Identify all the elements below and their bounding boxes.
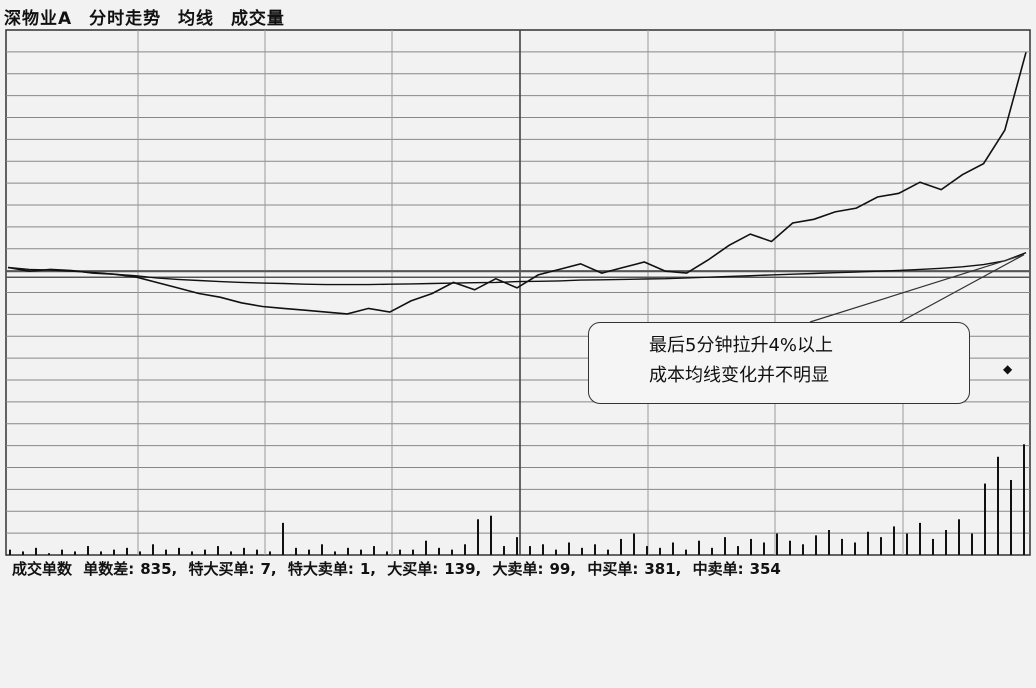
- annotation-line-2: 成本均线变化并不明显: [649, 365, 829, 386]
- stat-m-buy-value: 381,: [644, 560, 682, 578]
- stat-xl-sell-label: 特大卖单:: [287, 560, 354, 578]
- chart-grid: [5, 29, 1031, 556]
- volume-bars: [9, 444, 1025, 555]
- stat-l-sell-value: 99,: [549, 560, 577, 578]
- view-label: 分时走势: [89, 9, 162, 29]
- chart-title: 深物业A 分时走势 均线 成交量: [4, 4, 295, 29]
- stat-m-sell-label: 中卖单:: [692, 560, 744, 578]
- price-line: [7, 52, 1027, 315]
- annotation-line-1: 最后5分钟拉升4%以上: [649, 335, 834, 356]
- diamond-marker: ◆: [1003, 362, 1013, 376]
- stat-m-buy-label: 中买单:: [587, 560, 639, 578]
- stats-label: 成交单数: [12, 560, 73, 578]
- stat-l-buy-value: 139,: [444, 560, 482, 578]
- stat-m-sell-value: 354: [749, 560, 781, 578]
- order-stats-bar: 成交单数 单数差: 835, 特大买单: 7, 特大卖单: 1, 大买单: 139, 大…: [8, 558, 791, 579]
- stat-l-sell-label: 大卖单:: [492, 560, 544, 578]
- average-line: [7, 252, 1027, 286]
- stat-l-buy-label: 大买单:: [387, 560, 439, 578]
- stat-diff-value: 835,: [140, 560, 178, 578]
- stock-name: 深物业A: [4, 9, 73, 29]
- stat-xl-sell-value: 1,: [359, 560, 377, 578]
- price-lines: [7, 52, 1027, 315]
- annotation-callout: 最后5分钟拉升4%以上 成本均线变化并不明显: [588, 322, 970, 404]
- callout-pointer: [899, 254, 1025, 323]
- volume-label: 成交量: [230, 9, 285, 29]
- ma-label: 均线: [178, 9, 215, 29]
- stat-diff-label: 单数差:: [83, 560, 135, 578]
- stat-xl-buy-label: 特大买单:: [188, 560, 255, 578]
- stat-xl-buy-value: 7,: [260, 560, 277, 578]
- callout-pointer: [809, 254, 1025, 323]
